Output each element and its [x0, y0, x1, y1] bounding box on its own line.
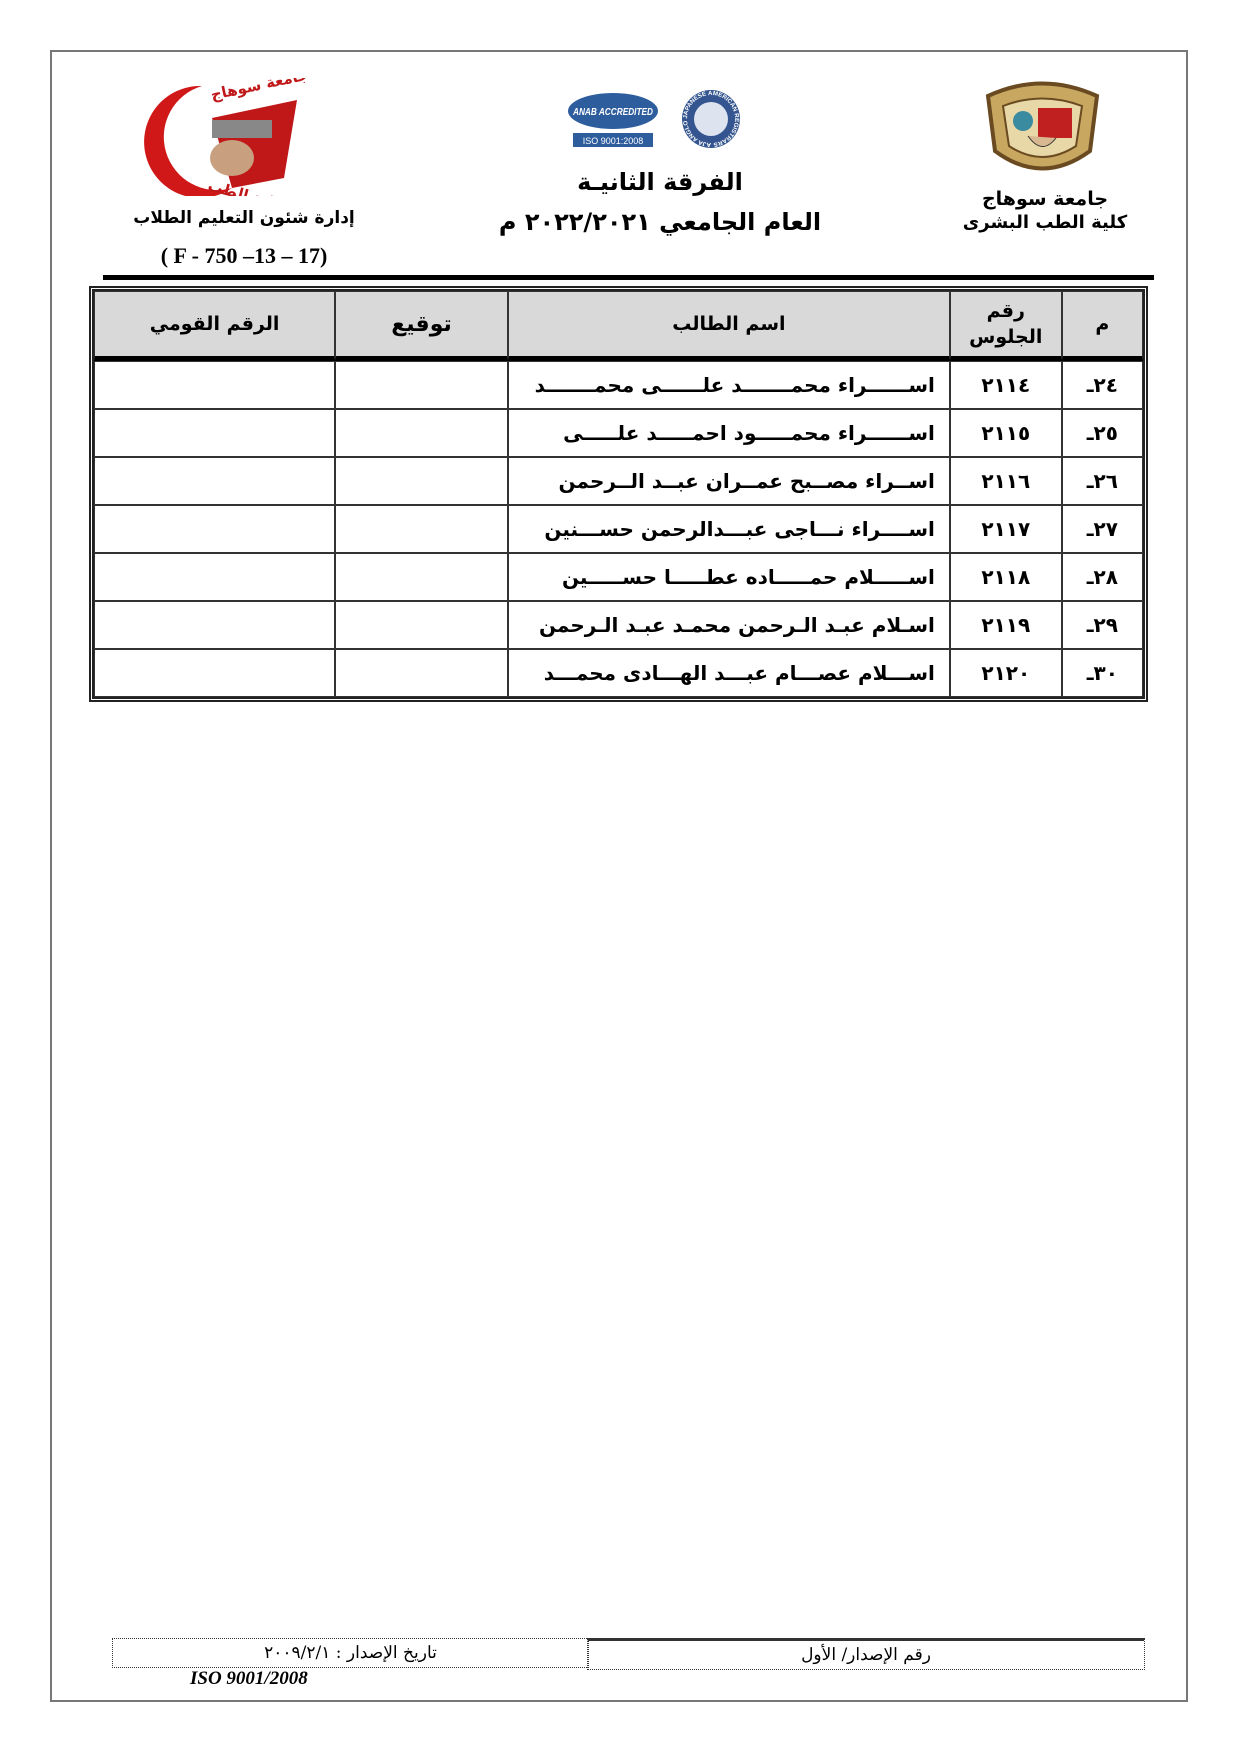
row-number: ٢٦ـ [1061, 457, 1143, 505]
seat-number: ٢١١٦ [949, 457, 1062, 505]
student-name: اسـلام عبـد الـرحمن محمـد عبـد الـرحمن [507, 601, 950, 649]
col-header-no: م [1061, 291, 1143, 361]
col-header-signature: توقيع [335, 291, 508, 361]
issue-number: رقم الإصدار/ الأول [587, 1638, 1145, 1670]
row-number: ٢٥ـ [1061, 409, 1143, 457]
row-number: ٢٤ـ [1061, 361, 1143, 409]
sohag-university-logo [985, 81, 1100, 171]
student-name: اســــراء نـــاجى عبـــدالرحمن حســـنين [507, 505, 950, 553]
department-name: إدارة شئون التعليم الطلاب [133, 208, 355, 228]
row-number: ٢٩ـ [1061, 601, 1143, 649]
accreditation-logos: ANAB ACCREDITED ISO 9001:2008 AJA ANGLO … [568, 90, 740, 148]
seat-number: ٢١١٤ [949, 361, 1062, 409]
signature-cell[interactable] [335, 409, 508, 457]
signature-cell[interactable] [335, 649, 508, 697]
anab-logo-text: ANAB ACCREDITED [572, 107, 653, 118]
table-row: ٢٩ـ ٢١١٩ اسـلام عبـد الـرحمن محمـد عبـد ال… [94, 601, 1143, 649]
national-id-cell[interactable] [94, 649, 336, 697]
national-id-cell[interactable] [94, 457, 336, 505]
table-header-row: م رقم الجلوس اسم الطالب توقيع الرقم القو… [94, 291, 1143, 361]
col-header-seat: رقم الجلوس [949, 291, 1062, 361]
row-number: ٢٧ـ [1061, 505, 1143, 553]
faculty-name: كلية الطب البشرى [962, 212, 1128, 233]
form-code: ( F - 750 –13 – 17) [160, 243, 328, 268]
seat-number: ٢١٢٠ [949, 649, 1062, 697]
col-header-name: اسم الطالب [507, 291, 950, 361]
table-row: ٢٧ـ ٢١١٧ اســــراء نـــاجى عبـــدالرحمن حس… [94, 505, 1143, 553]
university-name: جامعة سوهاج [981, 188, 1109, 210]
signature-cell[interactable] [335, 553, 508, 601]
national-id-cell[interactable] [94, 361, 336, 409]
students-table: م رقم الجلوس اسم الطالب توقيع الرقم القو… [89, 286, 1148, 702]
faculty-of-medicine-logo: جامعة سوهاج كلية الطب [144, 78, 310, 196]
seat-number: ٢١١٧ [949, 505, 1062, 553]
class-level: الفرقة الثانيـة [577, 168, 743, 196]
student-name: اســـــلام حمـــــاده عطـــــا حســـــين [507, 553, 950, 601]
national-id-cell[interactable] [94, 409, 336, 457]
seat-number: ٢١١٥ [949, 409, 1062, 457]
row-number: ٣٠ـ [1061, 649, 1143, 697]
anab-logo [568, 93, 658, 129]
student-name: اســــــراء محمـــــود احمـــــد علـــــ… [507, 409, 950, 457]
logo-university-text: جامعة سوهاج [209, 78, 310, 104]
table-row: ٢٤ـ ٢١١٤ اســــــراء محمـــــــد علــــــى… [94, 361, 1143, 409]
seat-number: ٢١١٨ [949, 553, 1062, 601]
student-name: اســـلام عصـــام عبـــد الهـــادى محمـــ… [507, 649, 950, 697]
header-divider [103, 275, 1154, 280]
signature-cell[interactable] [335, 601, 508, 649]
national-id-cell[interactable] [94, 601, 336, 649]
row-number: ٢٨ـ [1061, 553, 1143, 601]
seat-number: ٢١١٩ [949, 601, 1062, 649]
signature-cell[interactable] [335, 361, 508, 409]
national-id-cell[interactable] [94, 505, 336, 553]
table-row: ٢٨ـ ٢١١٨ اســـــلام حمـــــاده عطـــــا حس… [94, 553, 1143, 601]
national-id-cell[interactable] [94, 553, 336, 601]
iso-label: ISO 9001/2008 [190, 1668, 308, 1689]
table-row: ٣٠ـ ٢١٢٠ اســـلام عصـــام عبـــد الهـــادى… [94, 649, 1143, 697]
col-header-national-id: الرقم القومي [94, 291, 336, 361]
table-row: ٢٦ـ ٢١١٦ اســراء مصــبح عمــران عبــد الــ… [94, 457, 1143, 505]
iso-badge-text: ISO 9001:2008 [583, 136, 644, 146]
signature-cell[interactable] [335, 457, 508, 505]
student-name: اســــــراء محمـــــــد علــــــى محمـــ… [507, 361, 950, 409]
issue-date: تاريخ الإصدار : ٢٠٠٩/٢/١ [112, 1638, 589, 1668]
academic-year: العام الجامعي ٢٠٢٢/٢٠٢١ م [498, 208, 822, 236]
table-row: ٢٥ـ ٢١١٥ اســــــراء محمـــــود احمـــــد … [94, 409, 1143, 457]
signature-cell[interactable] [335, 505, 508, 553]
student-name: اســراء مصــبح عمــران عبــد الــرحمن [507, 457, 950, 505]
page-border [50, 50, 1188, 1702]
